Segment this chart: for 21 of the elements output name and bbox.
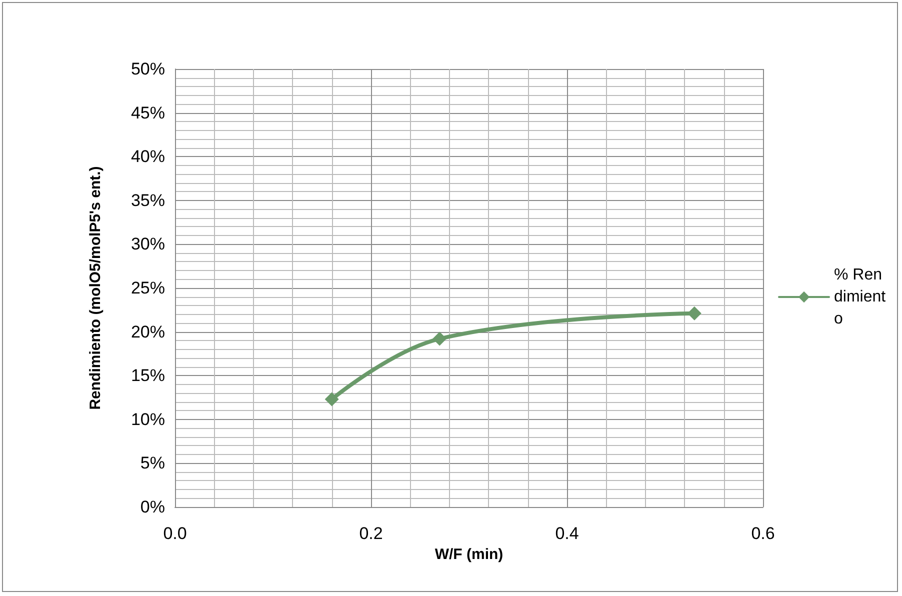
y-tick-label: 50%	[130, 60, 165, 78]
point	[687, 306, 702, 320]
y-tick-label: 40%	[130, 147, 165, 166]
y-tick-label: 35%	[130, 190, 165, 210]
y-tick-label: 0%	[140, 498, 165, 516]
x-axis-title: W/F (min)	[434, 546, 504, 563]
y-tick-label: 25%	[130, 278, 165, 298]
legend-label: % Rendimiento	[834, 266, 886, 328]
y-tick-label: 15%	[130, 366, 165, 386]
point	[432, 332, 447, 346]
y-axis-title: Rendimiento (molO5/molP5's ent.)	[87, 166, 104, 410]
y-tick-label: 30%	[130, 234, 165, 254]
x-tick-label: 0.2	[359, 524, 383, 543]
y-tick-label: 5%	[140, 454, 165, 473]
y-tick-label: 20%	[130, 322, 165, 342]
y-tick-label: 10%	[130, 410, 165, 429]
x-tick-label: 0.6	[751, 524, 775, 543]
y-tick-label: 45%	[130, 103, 165, 122]
x-tick-label: 0.0	[163, 524, 187, 543]
point	[324, 392, 339, 406]
x-tick-label: 0.4	[555, 524, 579, 543]
